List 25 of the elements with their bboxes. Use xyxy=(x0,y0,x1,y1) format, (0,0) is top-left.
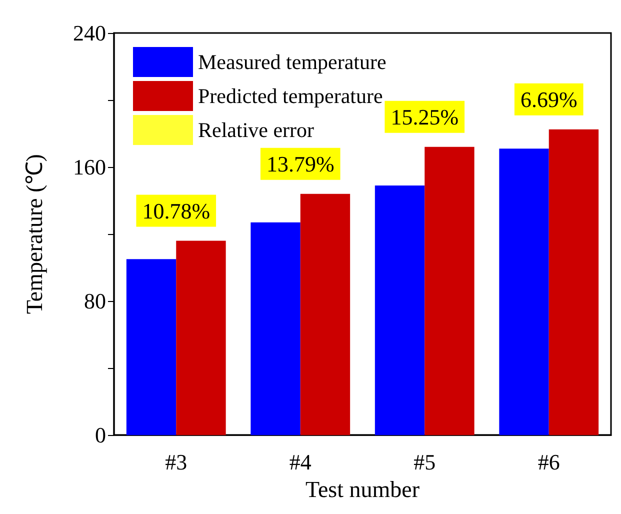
y-tick-label: 240 xyxy=(73,20,106,46)
y-axis-title: Temperature (℃) xyxy=(22,154,47,314)
x-tick-label: #3 xyxy=(165,450,188,475)
bar xyxy=(424,146,474,436)
y-tick-label: 0 xyxy=(95,422,106,448)
annotation: 15.25% xyxy=(390,104,459,130)
legend-label: Relative error xyxy=(198,118,314,142)
annotation: 13.79% xyxy=(266,151,334,176)
bar xyxy=(250,222,300,436)
bar xyxy=(176,240,226,436)
y-tick-label: 160 xyxy=(73,154,106,180)
x-tick-label: #6 xyxy=(538,450,560,475)
annotation: 6.69% xyxy=(520,86,578,112)
bar xyxy=(300,194,350,436)
annotation: 10.78% xyxy=(142,198,210,224)
x-tick-label: #5 xyxy=(414,450,436,475)
bar xyxy=(548,129,599,436)
legend-label: Measured temperature xyxy=(198,50,386,74)
x-axis-title: Test number xyxy=(305,477,420,502)
y-tick-label: 80 xyxy=(84,288,106,314)
legend-label: Predicted temperature xyxy=(198,84,383,108)
bar xyxy=(374,185,425,436)
x-tick-label: #4 xyxy=(289,450,312,475)
bar xyxy=(499,148,549,436)
bar xyxy=(126,259,176,436)
